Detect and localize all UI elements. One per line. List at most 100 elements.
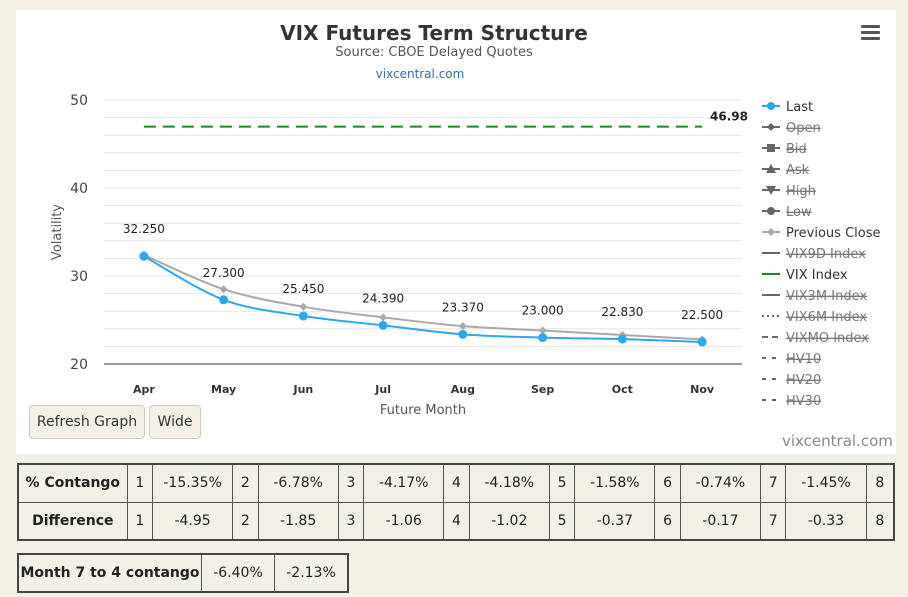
previous-close-point bbox=[538, 326, 547, 335]
table-cell: -1.45% bbox=[785, 463, 867, 503]
legend-item[interactable]: Low bbox=[762, 205, 812, 220]
data-label: 22.830 bbox=[601, 305, 643, 319]
month-index-cell: 8 bbox=[865, 501, 895, 541]
legend-marker bbox=[767, 144, 775, 152]
legend-label: Previous Close bbox=[786, 226, 881, 241]
y-tick-label: 30 bbox=[70, 269, 88, 285]
table-cell: -6.40% bbox=[201, 553, 275, 593]
hamburger-menu-icon[interactable] bbox=[861, 25, 880, 41]
x-axis-ticks: Apr May Jun Jul Aug Sep Oct Nov bbox=[133, 383, 715, 396]
month-index-cell: 4 bbox=[443, 501, 470, 541]
legend-marker bbox=[767, 228, 775, 236]
previous-close-point bbox=[379, 313, 388, 322]
source-link[interactable]: vixcentral.com bbox=[376, 67, 465, 81]
legend-label: HV30 bbox=[786, 394, 821, 409]
month-index-cell: 1 bbox=[126, 501, 153, 541]
legend-item[interactable]: VIX Index bbox=[762, 268, 848, 283]
x-tick-label: Jul bbox=[374, 383, 391, 396]
table-cell: -15.35% bbox=[151, 463, 234, 503]
grid-lines bbox=[104, 99, 742, 365]
x-tick-label: Apr bbox=[133, 383, 155, 396]
legend-item[interactable]: Bid bbox=[762, 142, 807, 157]
month-index-cell: 6 bbox=[654, 501, 681, 541]
legend-label: Last bbox=[786, 100, 813, 115]
previous-close-point bbox=[458, 322, 467, 331]
legend-item[interactable]: HV10 bbox=[762, 352, 821, 367]
legend-item[interactable]: High bbox=[762, 184, 816, 199]
legend-marker bbox=[767, 123, 775, 131]
data-label: 25.450 bbox=[282, 282, 324, 296]
table-cell: -0.74% bbox=[679, 463, 761, 503]
last-point bbox=[139, 251, 149, 261]
legend-item[interactable]: HV20 bbox=[762, 373, 821, 388]
legend-item[interactable]: Ask bbox=[762, 163, 810, 178]
credit-link[interactable]: vixcentral.com bbox=[782, 432, 893, 450]
legend-item[interactable]: VIX3M Index bbox=[762, 289, 867, 304]
legend-item[interactable]: Last bbox=[762, 100, 813, 115]
legend-label: High bbox=[786, 184, 816, 199]
legend-label: Low bbox=[786, 205, 812, 220]
refresh-graph-button[interactable]: Refresh Graph bbox=[29, 405, 145, 439]
legend-item[interactable]: VIX9D Index bbox=[762, 247, 866, 262]
x-tick-label: Oct bbox=[612, 383, 633, 396]
legend-item[interactable]: Open bbox=[762, 121, 821, 136]
table-row-label: Difference bbox=[17, 501, 128, 541]
month-index-cell: 7 bbox=[759, 501, 787, 541]
x-tick-label: Nov bbox=[690, 383, 715, 396]
y-tick-label: 20 bbox=[70, 357, 88, 373]
legend-marker bbox=[766, 186, 776, 195]
table-cell: -4.18% bbox=[468, 463, 550, 503]
y-axis-ticks: 20 30 40 50 bbox=[70, 93, 88, 373]
data-label: 23.000 bbox=[522, 304, 564, 318]
last-point bbox=[538, 333, 548, 343]
legend-marker bbox=[767, 102, 775, 110]
month-index-cell: 2 bbox=[232, 501, 259, 541]
month-index-cell: 1 bbox=[126, 463, 153, 503]
x-tick-label: Sep bbox=[531, 383, 554, 396]
legend-item[interactable]: VIXMO Index bbox=[762, 331, 869, 346]
table-cell: -0.33 bbox=[785, 501, 867, 541]
table-row: % Contango 1 -15.35% 2 -6.78% 3 -4.17% 4 -4.18% 5… bbox=[17, 463, 895, 503]
last-point bbox=[219, 295, 229, 305]
month-index-cell: 6 bbox=[654, 463, 681, 503]
table-cell: -4.95 bbox=[151, 501, 234, 541]
x-tick-label: Aug bbox=[451, 383, 475, 396]
data-label: 27.300 bbox=[203, 266, 245, 280]
last-point bbox=[697, 337, 707, 347]
legend-label: Bid bbox=[786, 142, 807, 157]
legend[interactable]: Last Open Bid Ask High Low Previous Close VIX9D… bbox=[762, 100, 881, 409]
table-cell: -4.17% bbox=[363, 463, 445, 503]
legend-item[interactable]: HV30 bbox=[762, 394, 821, 409]
x-axis-label: Future Month bbox=[380, 403, 466, 418]
x-tick-label: May bbox=[211, 383, 236, 396]
table-cell: -1.02 bbox=[468, 501, 550, 541]
month-contango-table: Month 7 to 4 contango -6.40% -2.13% bbox=[17, 553, 349, 593]
wide-button[interactable]: Wide bbox=[149, 405, 201, 439]
previous-close-point bbox=[299, 302, 308, 311]
table-cell: -1.85 bbox=[257, 501, 339, 541]
table-cell: -1.58% bbox=[574, 463, 656, 503]
table-cell: -0.37 bbox=[574, 501, 656, 541]
legend-label: VIX9D Index bbox=[786, 247, 866, 262]
x-tick-label: Jun bbox=[292, 383, 313, 396]
table-row-label: Month 7 to 4 contango bbox=[17, 553, 202, 593]
data-label: 32.250 bbox=[123, 222, 165, 236]
legend-label: Ask bbox=[786, 163, 810, 178]
last-point bbox=[378, 320, 388, 330]
y-tick-label: 50 bbox=[70, 93, 88, 109]
legend-item[interactable]: Previous Close bbox=[762, 226, 881, 241]
month-index-cell: 4 bbox=[443, 463, 470, 503]
legend-item[interactable]: VIX6M Index bbox=[762, 310, 867, 325]
legend-label: VIX6M Index bbox=[786, 310, 867, 325]
month-index-cell: 3 bbox=[337, 501, 365, 541]
y-tick-label: 40 bbox=[70, 181, 88, 197]
legend-marker bbox=[767, 207, 775, 215]
last-point bbox=[617, 334, 627, 344]
last-point bbox=[298, 311, 308, 321]
legend-label: HV10 bbox=[786, 352, 821, 367]
data-label: 23.370 bbox=[442, 300, 484, 314]
month-index-cell: 5 bbox=[548, 463, 576, 503]
table-cell: -6.78% bbox=[257, 463, 339, 503]
legend-marker bbox=[766, 164, 776, 173]
last-point bbox=[458, 329, 468, 339]
